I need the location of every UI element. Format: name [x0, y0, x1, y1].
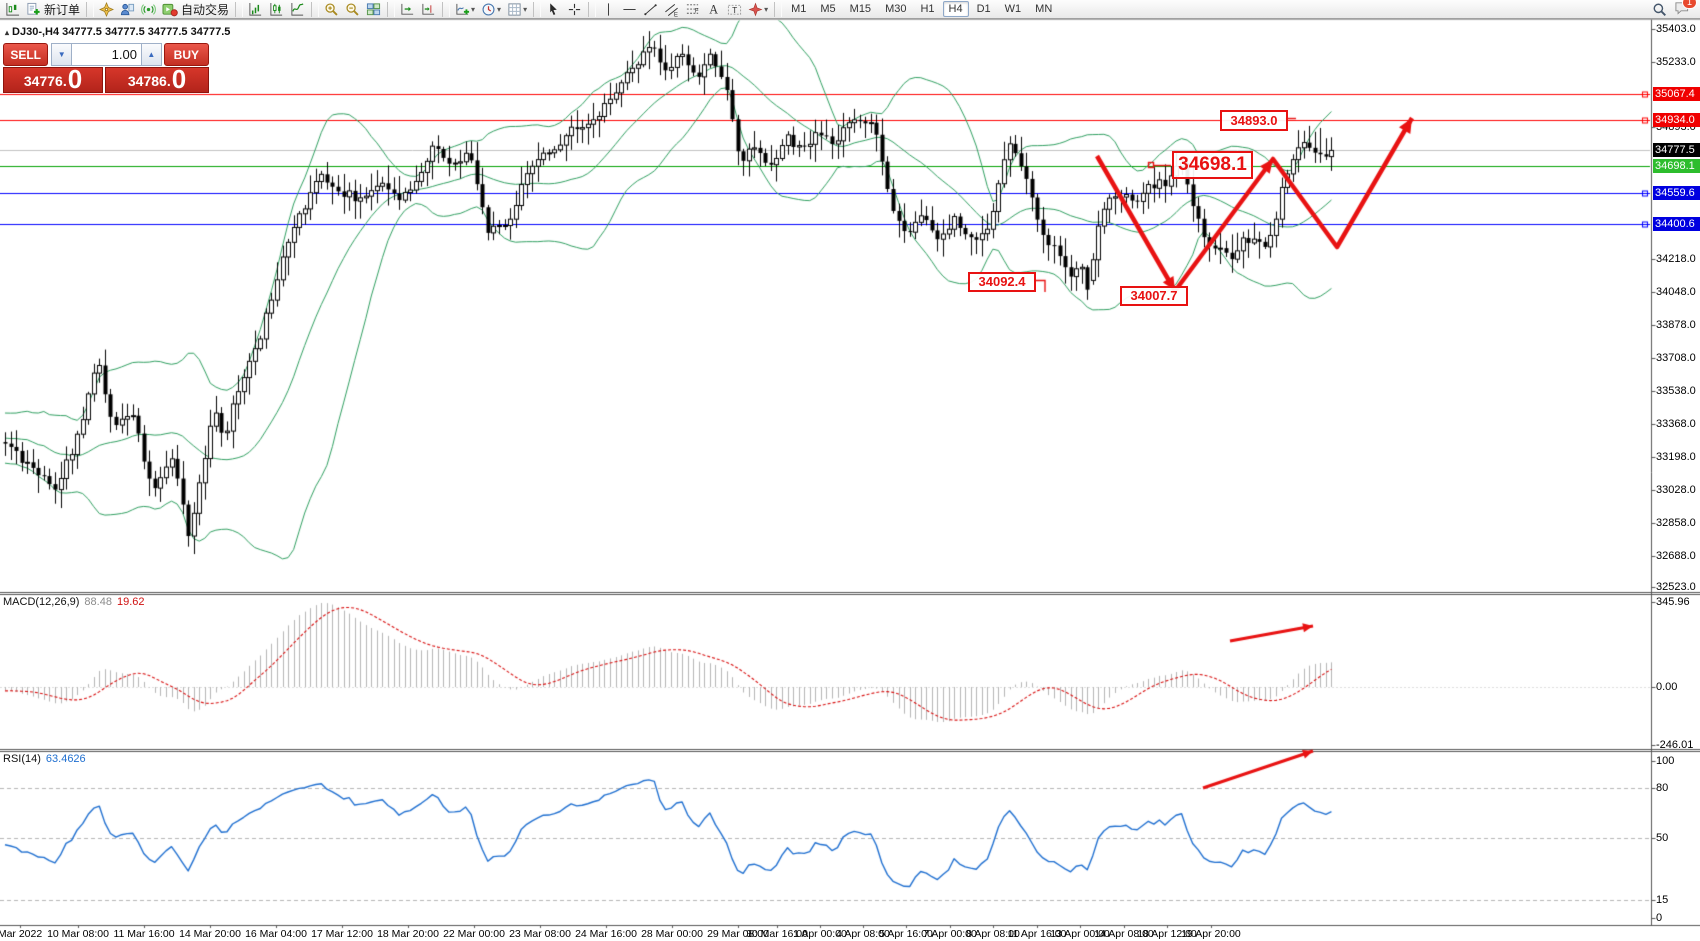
market-watch-icon[interactable]: [117, 0, 138, 19]
candlestick-mode-icon[interactable]: [266, 0, 287, 19]
signals-icon[interactable]: [138, 0, 159, 19]
line-chart-mode-icon[interactable]: [287, 0, 308, 19]
timeframe-w1-button[interactable]: W1: [1004, 3, 1022, 15]
svg-text:T: T: [732, 4, 737, 14]
zoom-in-icon[interactable]: [321, 0, 342, 19]
svg-text:E: E: [674, 11, 678, 16]
macd-main-value: 88.48: [84, 596, 112, 608]
toolbar-separator: [86, 1, 95, 17]
toolbar-separator: [235, 1, 244, 17]
dropdown-arrow-icon[interactable]: ▾: [471, 4, 476, 14]
toolbar: 新订单 自动交易 ▾ ▾ ▾ E F A T ▾ M1 M5 M15 M30 H1 H4 D1 W1 MN 1: [0, 0, 1700, 19]
new-chart-icon[interactable]: [2, 0, 23, 19]
chart-shift-icon[interactable]: [418, 0, 439, 19]
rsi-value: 63.4626: [45, 753, 86, 765]
arrows-tool-icon[interactable]: ▾: [745, 0, 771, 19]
svg-text:A: A: [709, 2, 718, 16]
volume-input[interactable]: 1.00: [72, 43, 141, 66]
crosshair-tool-icon[interactable]: [564, 0, 585, 19]
macd-signal-value: 19.62: [116, 596, 145, 608]
svg-text:F: F: [695, 7, 699, 14]
cursor-tool-icon[interactable]: [543, 0, 564, 19]
vertical-line-tool-icon[interactable]: [598, 0, 619, 19]
metaeditor-icon[interactable]: [96, 0, 117, 19]
tile-windows-icon[interactable]: [363, 0, 384, 19]
dropdown-arrow-icon[interactable]: ▾: [497, 4, 502, 14]
indicators-list-icon[interactable]: ▾: [452, 0, 478, 19]
zoom-out-icon[interactable]: [342, 0, 363, 19]
timeframe-m30-button[interactable]: M30: [885, 3, 907, 15]
dropdown-arrow-icon[interactable]: ▾: [764, 4, 769, 14]
one-click-trading-panel: SELL ▼ 1.00 ▲ BUY 34776. 0 34786. 0: [3, 43, 209, 93]
equidistant-channel-tool-icon[interactable]: E: [661, 0, 682, 19]
volume-decrease-button[interactable]: ▼: [51, 43, 73, 66]
text-tool-icon[interactable]: A: [703, 0, 724, 19]
auto-trading-button-label: 自动交易: [181, 2, 230, 17]
periods-icon[interactable]: ▾: [478, 0, 504, 19]
toolbar-separator: [588, 1, 597, 17]
toolbar-separator: [533, 1, 542, 17]
macd-name: MACD(12,26,9): [3, 596, 80, 608]
rsi-label: RSI(14) 63.4626: [3, 753, 86, 765]
buy-price[interactable]: 34786. 0: [105, 64, 209, 94]
toolbar-separator: [774, 1, 783, 17]
volume-increase-button[interactable]: ▲: [140, 43, 162, 66]
timeframe-mn-button[interactable]: MN: [1035, 3, 1053, 15]
auto-trading-button[interactable]: 自动交易: [159, 0, 232, 19]
toolbar-separator: [442, 1, 451, 17]
trendline-tool-icon[interactable]: [640, 0, 661, 19]
chart-window-icon: ▴: [5, 28, 10, 37]
timeframe-m5-button[interactable]: M5: [820, 3, 836, 15]
new-order-button-label: 新订单: [44, 2, 81, 17]
sell-price[interactable]: 34776. 0: [3, 64, 104, 94]
new-order-button[interactable]: 新订单: [23, 0, 83, 19]
toolbar-right-group: 1: [1649, 0, 1698, 19]
chart-title-text: DJ30-,H4 34777.5 34777.5 34777.5 34777.5: [12, 26, 231, 38]
bar-chart-mode-icon[interactable]: [245, 0, 266, 19]
dropdown-arrow-icon[interactable]: ▾: [523, 4, 528, 14]
timeframe-h4-button[interactable]: H4: [942, 1, 969, 17]
toolbar-separator: [387, 1, 396, 17]
auto-scroll-icon[interactable]: [397, 0, 418, 19]
buy-button[interactable]: BUY: [163, 43, 209, 66]
sell-price-main: 34776.: [23, 73, 67, 89]
horizontal-line-tool-icon[interactable]: [619, 0, 640, 19]
templates-icon[interactable]: ▾: [504, 0, 530, 19]
timeframe-m1-button[interactable]: M1: [791, 3, 807, 15]
notification-badge: 1: [1682, 0, 1697, 9]
timeframe-d1-button[interactable]: D1: [976, 3, 991, 15]
timeframe-m15-button[interactable]: M15: [849, 3, 872, 15]
rsi-name: RSI(14): [3, 753, 41, 765]
timeframe-h1-button[interactable]: H1: [920, 3, 935, 15]
chart-title: ▴ DJ30-,H4 34777.5 34777.5 34777.5 34777.…: [5, 26, 230, 38]
sell-button[interactable]: SELL: [3, 43, 49, 66]
macd-label: MACD(12,26,9) 88.48 19.62: [3, 596, 144, 608]
sell-price-big-digit: 0: [67, 64, 83, 94]
fibonacci-tool-icon[interactable]: F: [682, 0, 703, 19]
buy-price-main: 34786.: [127, 73, 171, 89]
text-label-tool-icon[interactable]: T: [724, 0, 745, 19]
buy-price-big-digit: 0: [171, 64, 187, 94]
search-icon[interactable]: [1649, 0, 1670, 19]
toolbar-separator: [311, 1, 320, 17]
chat-icon[interactable]: 1: [1674, 0, 1697, 18]
